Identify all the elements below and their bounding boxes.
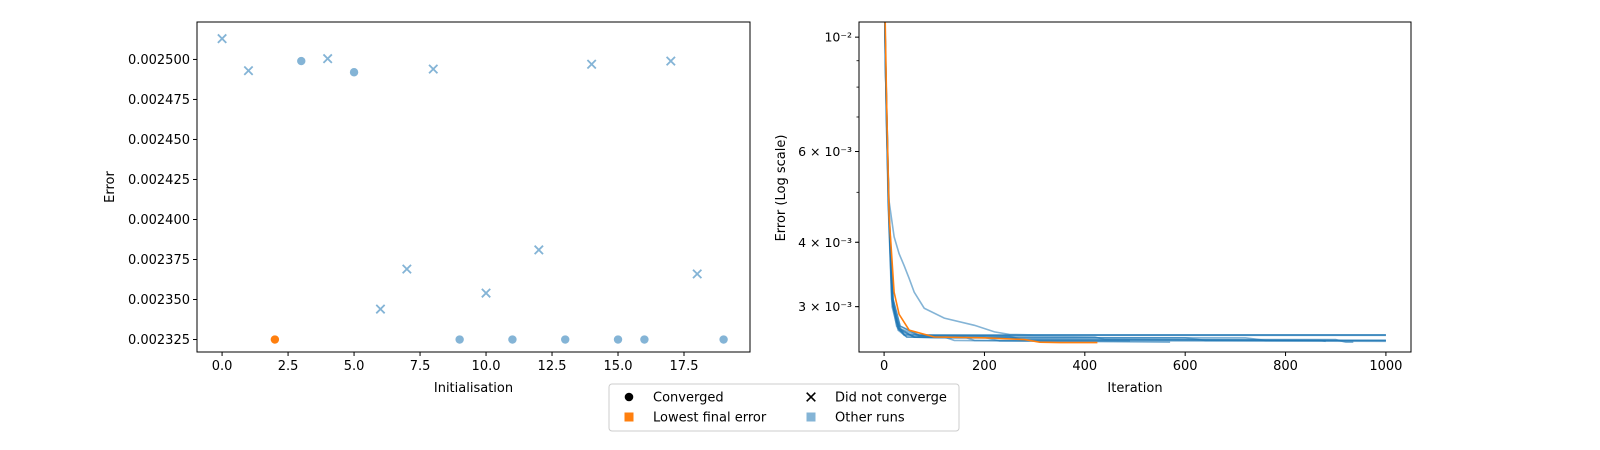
x-tick-label: 400 (1072, 359, 1097, 374)
legend-dot-marker (624, 392, 634, 402)
y-tick-label: 0.002350 (128, 293, 190, 308)
line-chart: 0 200 400 600 800 1000 3 × 10⁻³ 4 × 10⁻³ 6 × 10⁻… (774, 21, 1412, 396)
x-axis-label: Iteration (1107, 381, 1162, 396)
not-converged-point (481, 288, 491, 298)
not-converged-point (375, 304, 386, 314)
not-converged-point (322, 53, 333, 64)
other-run-line (884, 22, 1326, 343)
not-converged-point (586, 59, 597, 70)
legend: Converged Lowest final error Did not conve… (608, 383, 960, 432)
y-tick-label: 0.002375 (128, 253, 190, 268)
y-tick-label: 0.002325 (128, 333, 190, 348)
x-tick-label: 1000 (1369, 359, 1402, 374)
legend-label: Lowest final error (653, 411, 767, 426)
not-converged-point (665, 56, 676, 66)
other-run-line (884, 22, 1171, 343)
x-tick-label: 2.5 (278, 359, 299, 374)
other-run-line (884, 22, 1386, 342)
legend-label: Converged (653, 391, 724, 406)
x-tick-label: 0.0 (212, 359, 233, 374)
other-run-line (884, 22, 1386, 336)
plot-frame (196, 21, 751, 353)
other-run-line (884, 22, 1386, 343)
y-tick-label: 10⁻² (824, 30, 852, 45)
converged-point (561, 335, 570, 344)
other-run-line (884, 22, 1386, 336)
series-group (883, 22, 1386, 344)
y-tick-label: 0.002450 (128, 133, 190, 148)
legend-cross-marker (806, 392, 816, 402)
x-tick-label: 600 (1173, 359, 1198, 374)
not-converged-point (533, 245, 544, 255)
not-converged-point (428, 64, 439, 74)
x-tick-label: 0 (880, 359, 888, 374)
converged-point (613, 335, 623, 344)
x-tick-label: 800 (1273, 359, 1298, 374)
y-tick-label: 4 × 10⁻³ (798, 235, 852, 250)
other-run-line (883, 22, 1386, 342)
converged-point (640, 335, 649, 344)
not-converged-point (402, 264, 412, 274)
y-tick-label: 6 × 10⁻³ (798, 144, 852, 159)
legend-other-marker (806, 412, 816, 422)
converged-point (719, 335, 728, 344)
converged-point (455, 335, 464, 344)
scatter-chart: 0.0 2.5 5.0 7.5 10.0 12.5 15.0 17.5 0.002325 0.00… (103, 21, 751, 396)
not-converged-point (243, 65, 254, 76)
y-tick-label: 0.002500 (128, 53, 190, 68)
not-converged-point (217, 33, 227, 44)
y-axis-label: Error (Log scale) (774, 135, 789, 242)
x-axis-label: Initialisation (434, 381, 513, 396)
legend-box (608, 383, 960, 432)
other-run-line (883, 22, 1130, 342)
converged-point (349, 68, 359, 77)
x-tick-label: 200 (972, 359, 997, 374)
lowest-error-point (270, 335, 280, 344)
other-run-line (883, 22, 1386, 337)
plot-frame (858, 21, 1412, 353)
x-tick-label: 15.0 (604, 359, 633, 374)
converged-point (297, 56, 306, 66)
x-tick-label: 5.0 (344, 359, 365, 374)
x-tick-label: 10.0 (472, 359, 501, 374)
legend-highlight-marker (624, 412, 634, 422)
y-tick-label: 0.002400 (128, 213, 190, 228)
other-run-line (884, 22, 1354, 343)
converged-point (508, 335, 517, 344)
legend-label: Other runs (835, 411, 905, 426)
legend-label: Did not converge (835, 391, 947, 406)
x-tick-label: 12.5 (538, 359, 567, 374)
x-tick-label: 17.5 (670, 359, 699, 374)
other-run-line (883, 22, 1386, 342)
not-converged-point (692, 269, 703, 279)
y-tick-label: 0.002475 (128, 93, 190, 108)
y-axis-label: Error (103, 171, 118, 203)
lowest-error-run-line (884, 22, 1098, 344)
y-tick-label: 3 × 10⁻³ (798, 299, 852, 314)
y-tick-label: 0.002425 (128, 173, 190, 188)
x-tick-label: 7.5 (410, 359, 431, 374)
